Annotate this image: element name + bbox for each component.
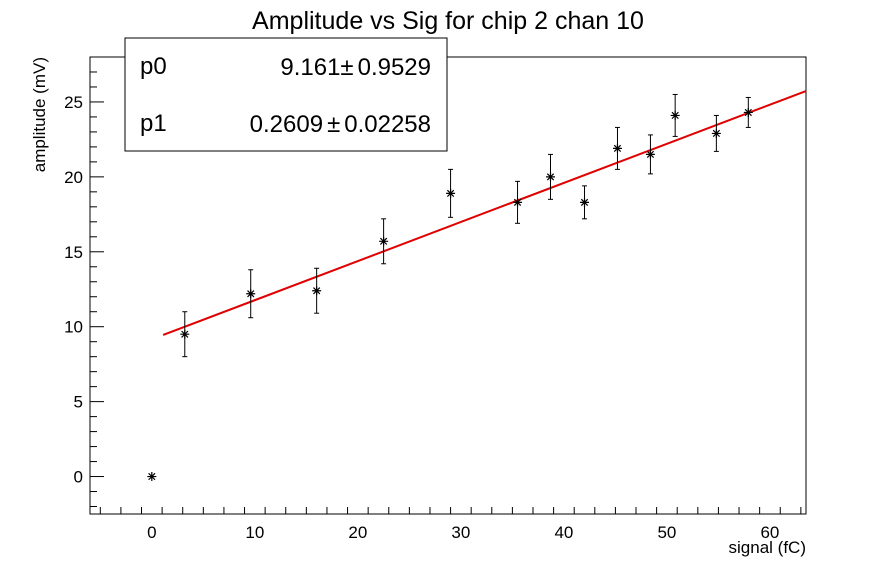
y-tick-label: 20 [64, 168, 83, 187]
x-axis-label: signal (fC) [729, 538, 806, 557]
star-marker [580, 197, 590, 207]
plot-frame [89, 56, 807, 515]
data-point [645, 134, 655, 175]
stats-box: p0 9.161± 0.9529 p1 0.2609 ±0.02258 [124, 37, 448, 152]
x-tick-label: 60 [760, 523, 779, 542]
stat-p1-name: p1 [140, 110, 167, 137]
data-point [312, 267, 322, 314]
x-tick-label: 30 [451, 523, 470, 542]
star-marker [180, 329, 190, 339]
y-tick-label: 10 [64, 318, 83, 337]
data-point [180, 311, 190, 358]
y-axis: 0 5 10 15 20 25 [64, 56, 104, 508]
data-point [580, 185, 590, 220]
data-point [743, 96, 753, 128]
stat-p0-name: p0 [140, 53, 167, 80]
data-point [147, 472, 157, 482]
stat-p1-value-line: 0.2609 ±0.02258 [250, 111, 431, 138]
data-point [446, 168, 456, 218]
star-marker [246, 289, 256, 299]
data-point [711, 114, 721, 152]
star-marker [546, 172, 556, 182]
stat-p1-pm: ± [327, 111, 340, 138]
y-tick-label: 25 [64, 93, 83, 112]
fit-layer [162, 90, 807, 336]
star-marker [312, 286, 322, 296]
x-tick-label: 20 [348, 523, 367, 542]
x-axis: 0 10 20 30 40 50 60 [99, 507, 802, 542]
points-layer [147, 93, 753, 482]
data-point [612, 126, 622, 170]
y-tick-label: 5 [74, 393, 83, 412]
x-tick-label: 50 [657, 523, 676, 542]
y-axis-label: amplitude (mV) [30, 57, 49, 172]
star-marker [513, 197, 523, 207]
star-marker [645, 149, 655, 159]
chart-title: Amplitude vs Sig for chip 2 chan 10 [252, 7, 644, 35]
data-point [246, 269, 256, 319]
y-tick-label: 15 [64, 243, 83, 262]
data-point [379, 218, 389, 265]
star-marker [711, 128, 721, 138]
stat-p0-value-line: 9.161± 0.9529 [280, 54, 431, 81]
star-marker [147, 472, 157, 482]
stat-p0-error: 0.9529 [358, 54, 431, 81]
stat-p0-pm: ± [340, 54, 353, 81]
fit-line [162, 90, 807, 336]
x-tick-label: 40 [554, 523, 573, 542]
data-point [546, 153, 556, 200]
stat-p0-value: 9.161 [280, 54, 340, 81]
x-tick-label: 0 [147, 523, 156, 542]
x-tick-label: 10 [245, 523, 264, 542]
star-marker [670, 110, 680, 120]
star-marker [379, 236, 389, 246]
star-marker [612, 143, 622, 153]
data-point [670, 93, 680, 137]
stat-p1-value: 0.2609 [250, 111, 323, 138]
star-marker [446, 188, 456, 198]
stat-p1-error: 0.02258 [344, 111, 431, 138]
data-point [513, 180, 523, 224]
y-tick-label: 0 [74, 468, 83, 487]
star-marker [743, 107, 753, 117]
stats-box-frame [124, 37, 448, 152]
